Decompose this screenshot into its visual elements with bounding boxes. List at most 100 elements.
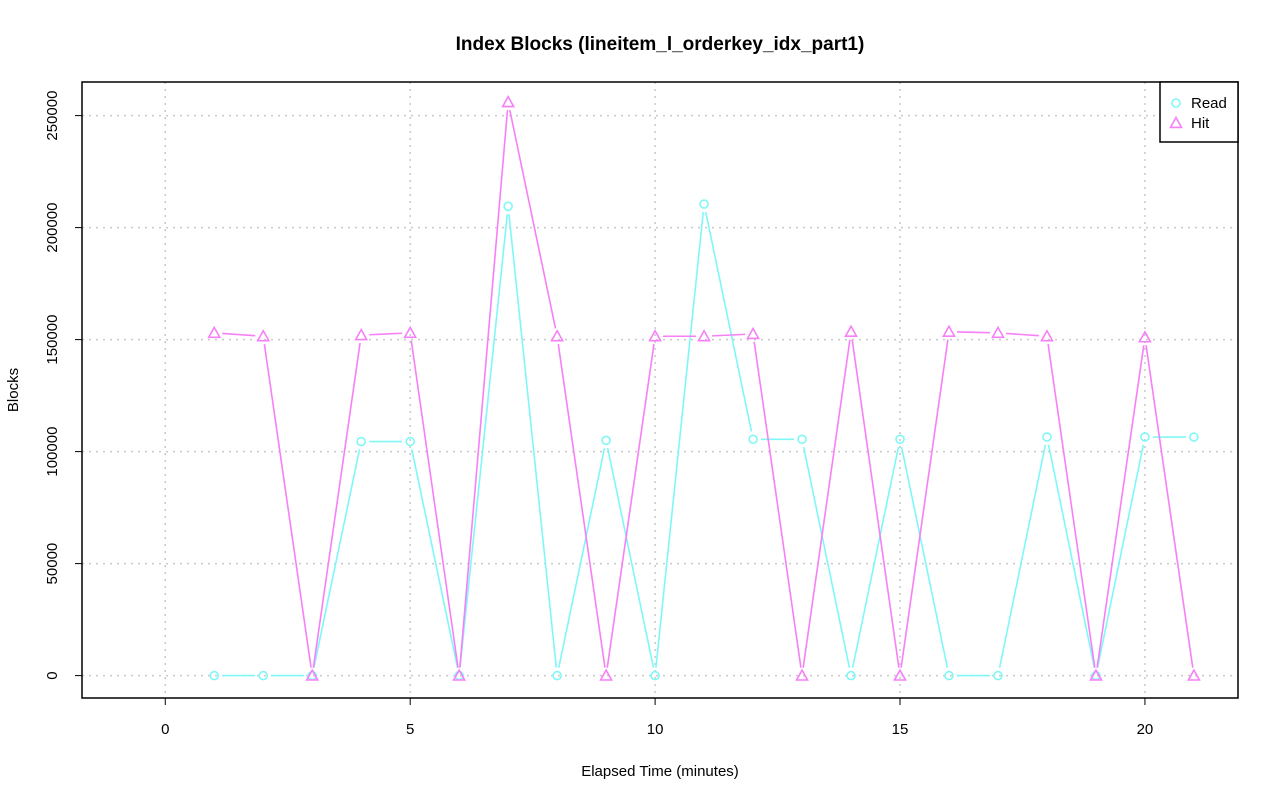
- series-read-point: [846, 670, 856, 681]
- y-axis: 0 50000 100000 150000 200000 250000: [44, 91, 82, 680]
- y-tick-label: 0: [44, 671, 61, 679]
- series-hit-segment: [1005, 332, 1040, 337]
- series-read-segment: [557, 448, 606, 668]
- legend-label-hit: Hit: [1191, 115, 1210, 132]
- series-read-segment: [508, 214, 558, 668]
- series-read-point: [1189, 432, 1199, 442]
- series-read-point: [748, 434, 758, 445]
- series-hit-segment: [851, 339, 900, 668]
- y-tick-label: 250000: [44, 91, 61, 141]
- series-hit: [207, 95, 1201, 681]
- series-read-segment: [1047, 444, 1096, 668]
- series-hit-point: [844, 324, 858, 337]
- series-read-point: [895, 434, 905, 445]
- x-tick-label: 0: [161, 721, 169, 738]
- series-hit-point: [256, 329, 271, 342]
- series-read-point: [944, 670, 954, 681]
- series-hit-segment: [1047, 344, 1096, 668]
- series-read-point: [650, 670, 660, 681]
- series-hit-point: [354, 327, 369, 341]
- chart-title: Index Blocks (lineitem_l_orderkey_idx_pa…: [456, 34, 865, 55]
- series-read-point: [258, 670, 269, 681]
- series-read-segment: [606, 448, 655, 668]
- series-hit-point: [1187, 668, 1201, 681]
- series-layer: [207, 95, 1201, 681]
- series-hit-point: [648, 329, 662, 342]
- series-read-point: [601, 435, 611, 446]
- y-axis-label: Blocks: [5, 368, 22, 412]
- series-hit-segment: [956, 331, 991, 334]
- series-hit-segment: [369, 332, 403, 336]
- series-read-segment: [998, 444, 1047, 668]
- legend-box: [1159, 81, 1239, 143]
- series-hit-point: [942, 324, 956, 337]
- series-hit-segment: [410, 340, 459, 668]
- series-read-segment: [313, 449, 361, 668]
- series-hit-point: [795, 668, 809, 681]
- series-hit-segment: [900, 339, 949, 668]
- series-hit-point: [599, 668, 613, 681]
- series-hit-point: [991, 325, 1005, 339]
- x-tick-label: 20: [1137, 721, 1154, 738]
- series-hit-segment: [222, 332, 256, 337]
- grid: [82, 82, 1238, 698]
- series-hit-point: [550, 329, 564, 342]
- series-read: [209, 199, 1199, 681]
- legend-marker-hit: [1169, 115, 1183, 129]
- series-read-point: [356, 436, 367, 447]
- series-read-point: [993, 670, 1003, 681]
- series-hit-point: [452, 668, 467, 681]
- series-read-segment: [900, 446, 949, 668]
- series-read-point: [797, 434, 807, 445]
- series-hit-segment: [1145, 345, 1194, 668]
- x-tick-label: 10: [647, 721, 664, 738]
- series-hit-segment: [753, 341, 802, 668]
- series-hit-point: [1040, 329, 1054, 342]
- series-read-point: [209, 670, 220, 681]
- series-read-segment: [851, 446, 900, 668]
- series-hit-segment: [312, 342, 361, 668]
- x-axis: 0 5 10 15 20: [161, 698, 1153, 738]
- series-hit-segment: [712, 333, 746, 337]
- series-hit-segment: [802, 339, 851, 668]
- series-hit-point: [305, 668, 320, 681]
- x-tick-label: 15: [892, 721, 909, 738]
- series-hit-point: [403, 325, 418, 339]
- series-hit-point: [893, 668, 907, 681]
- series-read-segment: [704, 211, 753, 432]
- y-tick-label: 50000: [44, 543, 61, 585]
- legend: Read Hit: [1159, 81, 1239, 143]
- series-read-segment: [655, 211, 705, 668]
- series-hit-point: [501, 95, 516, 108]
- y-tick-label: 100000: [44, 427, 61, 477]
- series-read-point: [552, 670, 562, 681]
- series-hit-segment: [509, 109, 557, 329]
- plot-frame: [81, 81, 1239, 699]
- series-read-point: [699, 199, 709, 209]
- series-hit-segment: [606, 344, 655, 668]
- series-hit-point: [746, 326, 760, 340]
- series-hit-segment: [263, 344, 312, 668]
- series-hit-point: [1138, 330, 1152, 343]
- series-read-point: [503, 201, 513, 212]
- series-read-point: [405, 436, 415, 447]
- series-read-segment: [411, 449, 459, 668]
- series-read-point: [1140, 432, 1150, 442]
- series-read-segment: [802, 446, 851, 668]
- x-tick-label: 5: [406, 721, 414, 738]
- series-hit-point: [207, 325, 222, 339]
- series-hit-segment: [1096, 345, 1145, 668]
- series-hit-point: [697, 329, 711, 342]
- y-tick-label: 150000: [44, 315, 61, 365]
- series-hit-point: [1089, 668, 1103, 681]
- legend-label-read: Read: [1191, 95, 1227, 112]
- series-read-segment: [1096, 444, 1145, 668]
- series-hit-segment: [557, 344, 606, 668]
- x-axis-label: Elapsed Time (minutes): [581, 763, 739, 780]
- legend-marker-read: [1171, 98, 1181, 108]
- y-tick-label: 200000: [44, 203, 61, 253]
- series-read-segment: [459, 214, 509, 668]
- series-hit-segment: [459, 110, 509, 668]
- series-read-point: [1042, 432, 1052, 442]
